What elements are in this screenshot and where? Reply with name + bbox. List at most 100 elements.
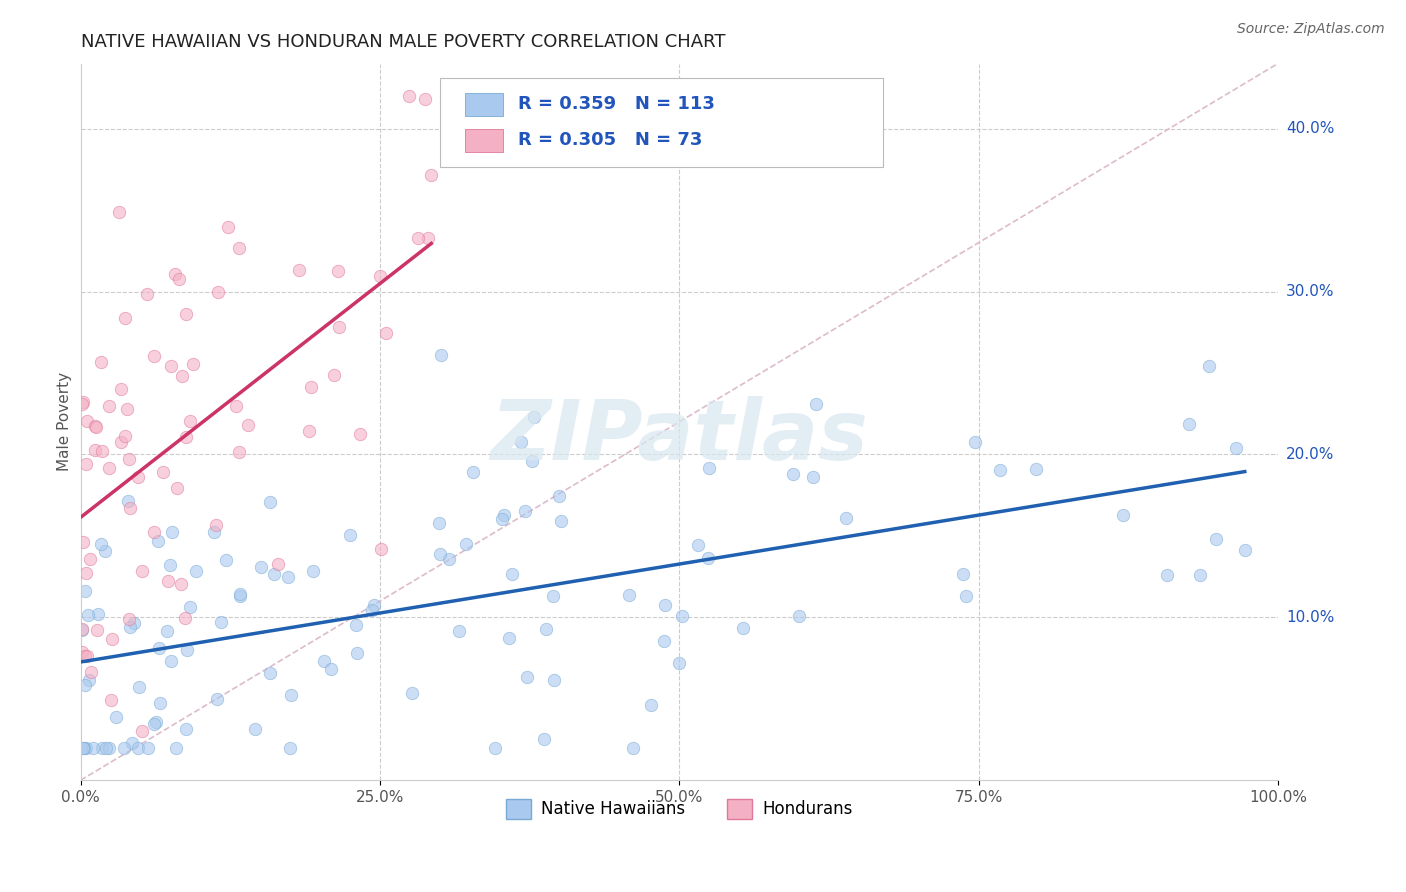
Point <box>166 481 188 495</box>
Point <box>110 435 132 450</box>
Point <box>454 537 477 551</box>
Point <box>299 379 322 393</box>
Y-axis label: Male Poverty: Male Poverty <box>58 372 72 472</box>
Point <box>79 552 101 566</box>
Text: R = 0.359   N = 113: R = 0.359 N = 113 <box>517 95 714 113</box>
Point <box>127 470 149 484</box>
Point <box>121 736 143 750</box>
Text: 10.0%: 10.0% <box>1286 610 1334 625</box>
Text: Source: ZipAtlas.com: Source: ZipAtlas.com <box>1237 22 1385 37</box>
Point <box>179 600 201 615</box>
Point <box>97 399 120 413</box>
Point <box>75 457 97 471</box>
Point <box>156 624 179 639</box>
Point <box>801 470 824 484</box>
Point <box>363 598 385 612</box>
Point <box>70 645 93 659</box>
Point <box>547 489 569 503</box>
Text: 20.0%: 20.0% <box>1286 447 1334 462</box>
Point <box>159 655 181 669</box>
Point <box>97 740 120 755</box>
Point <box>76 648 98 663</box>
Point <box>430 348 453 362</box>
Point <box>955 589 977 603</box>
Point <box>541 589 564 603</box>
Point <box>301 564 323 578</box>
Point <box>76 607 98 622</box>
Point <box>963 435 986 450</box>
Point <box>522 453 544 467</box>
Point <box>142 525 165 540</box>
Point <box>165 267 187 281</box>
Point <box>550 514 572 528</box>
Point <box>375 326 398 341</box>
Point <box>131 724 153 739</box>
Point <box>117 494 139 508</box>
Point <box>128 680 150 694</box>
Point <box>101 632 124 646</box>
Point <box>782 467 804 481</box>
Point <box>259 666 281 681</box>
Point <box>184 565 207 579</box>
Point <box>533 732 555 747</box>
Text: ZIPatlas: ZIPatlas <box>491 396 868 476</box>
Point <box>217 219 239 234</box>
Point <box>146 533 169 548</box>
Point <box>118 620 141 634</box>
Point <box>112 740 135 755</box>
Point <box>263 566 285 581</box>
Point <box>108 205 131 219</box>
Point <box>328 319 350 334</box>
Point <box>429 516 451 530</box>
Point <box>75 583 97 598</box>
Point <box>952 567 974 582</box>
Point <box>534 623 557 637</box>
Point <box>77 673 100 687</box>
Point <box>70 397 93 411</box>
Point <box>72 740 94 755</box>
Point <box>181 357 204 371</box>
Point <box>437 552 460 566</box>
Point <box>127 740 149 755</box>
Point <box>1225 441 1247 455</box>
Point <box>205 692 228 706</box>
Point <box>491 512 513 526</box>
Point <box>73 678 96 692</box>
Point <box>652 633 675 648</box>
Point <box>170 368 193 383</box>
Point <box>731 621 754 635</box>
Point <box>319 662 342 676</box>
Point <box>1177 417 1199 431</box>
Point <box>105 709 128 723</box>
Point <box>696 550 718 565</box>
Point <box>160 524 183 539</box>
Point <box>250 560 273 574</box>
Point <box>229 589 252 603</box>
Point <box>72 622 94 636</box>
Point <box>86 623 108 637</box>
Point <box>484 740 506 755</box>
Point <box>322 368 344 382</box>
FancyBboxPatch shape <box>440 78 883 168</box>
Point <box>131 564 153 578</box>
Point <box>93 544 115 558</box>
Point <box>498 631 520 645</box>
Point <box>267 557 290 571</box>
Point <box>179 414 201 428</box>
Point <box>398 89 420 103</box>
Point <box>370 269 392 284</box>
Point <box>1189 568 1212 582</box>
Point <box>143 349 166 363</box>
Point <box>228 444 250 458</box>
Point <box>447 624 470 638</box>
Point <box>619 588 641 602</box>
Point <box>429 548 451 562</box>
Text: 30.0%: 30.0% <box>1286 284 1334 299</box>
Point <box>259 494 281 508</box>
Point <box>80 665 103 680</box>
Point <box>136 287 159 301</box>
Point <box>1112 508 1135 522</box>
Point <box>804 397 827 411</box>
Point <box>149 696 172 710</box>
Point <box>174 430 197 444</box>
